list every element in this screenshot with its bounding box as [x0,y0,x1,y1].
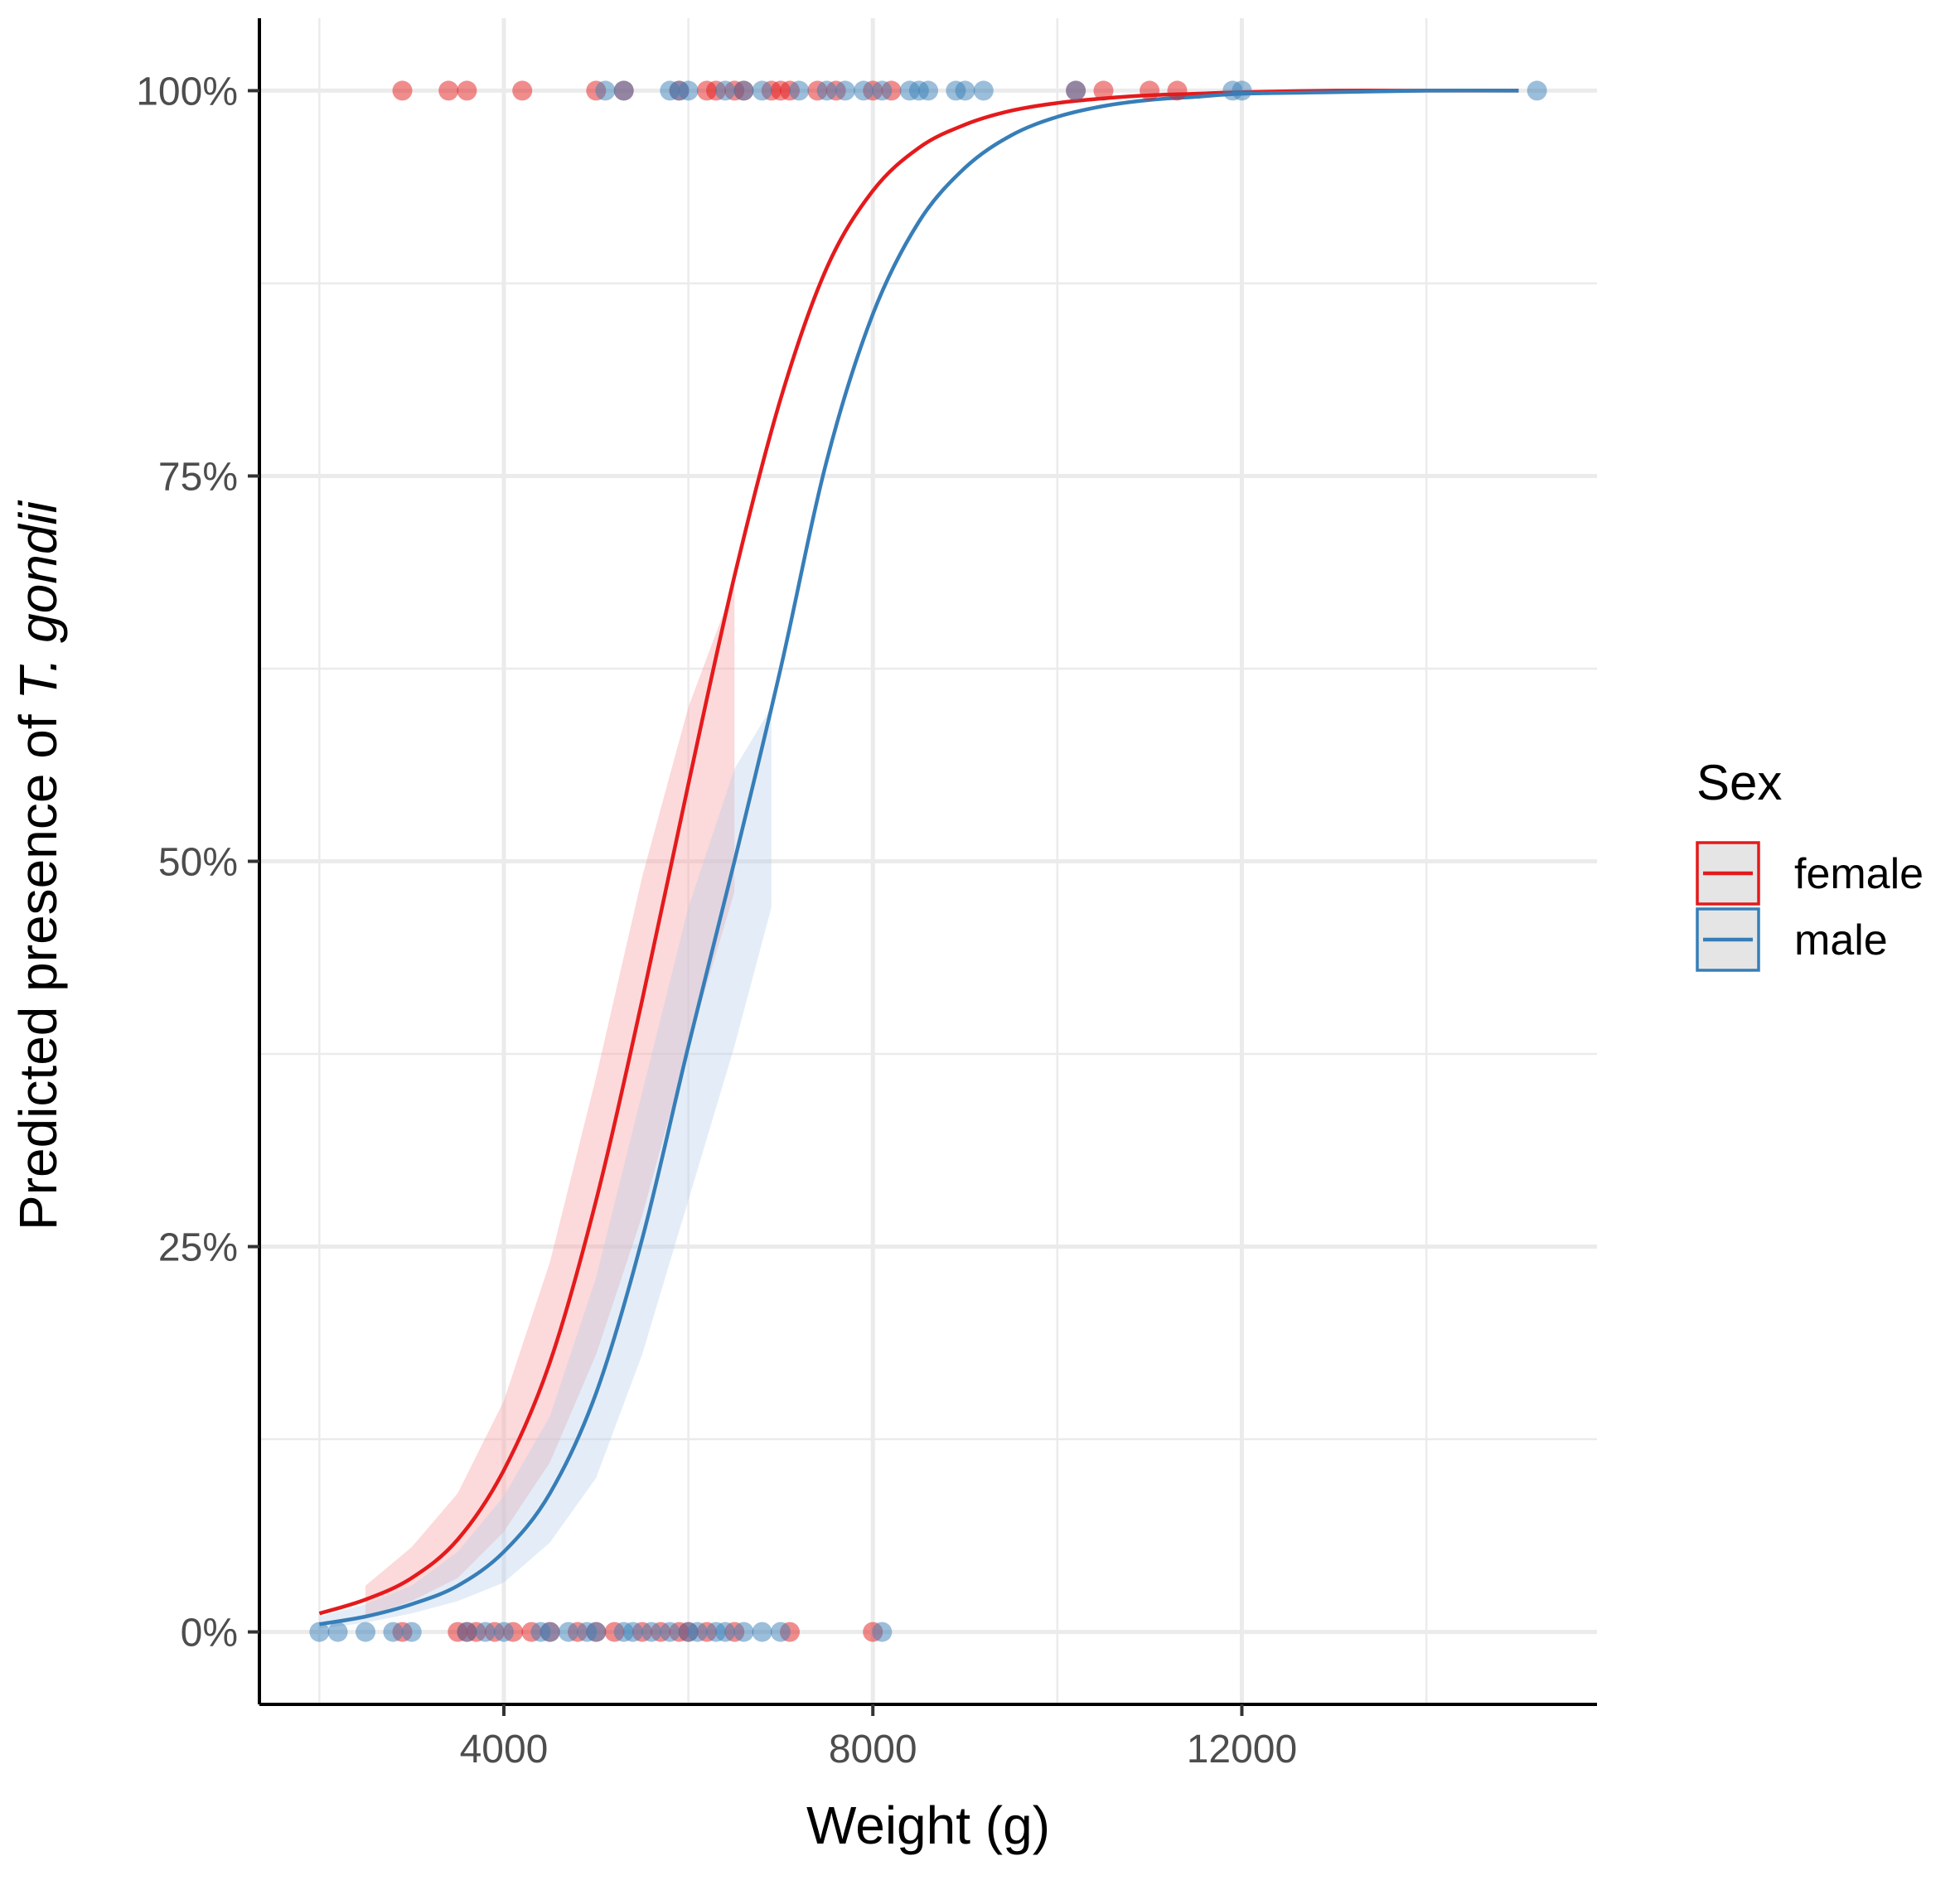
point-layer [309,80,1547,1642]
male-data-point [383,1622,404,1642]
x-tick-label: 12000 [1187,1728,1297,1771]
male-data-point [835,80,855,101]
male-data-point [789,80,810,101]
y-tick-label: 25% [158,1226,238,1270]
male-data-point [494,1622,514,1642]
female-data-point [392,80,413,101]
male-data-point [401,1622,422,1642]
ribbon-layer [319,583,772,1629]
legend-label-female: female [1794,850,1924,898]
male-fitted-line [319,89,1519,1626]
legend-label-male: male [1794,916,1888,964]
male-data-point [687,1622,708,1642]
legend-title: Sex [1696,755,1782,810]
male-data-point [733,1622,754,1642]
y-tick-label: 75% [158,455,238,499]
male-data-point [327,1622,348,1642]
female-ci-ribbon [365,583,735,1617]
axis-layer: 4000 8000 12000 0% 25% 50% 75% 100% [136,18,1597,1771]
female-data-point [1140,80,1160,101]
male-data-point [1527,80,1547,101]
male-data-point [1232,80,1252,101]
male-data-point [733,80,754,101]
y-axis-title-prefix: Predicted presence of [8,700,68,1230]
male-data-point [586,1622,607,1642]
male-data-point [752,80,772,101]
x-axis-title: Weight (g) [806,1796,1050,1855]
female-data-point [457,80,477,101]
male-ci-ribbon [319,707,772,1629]
female-data-point [512,80,533,101]
x-tick-label: 8000 [829,1728,917,1771]
male-data-point [770,1622,791,1642]
male-data-point [973,80,994,101]
y-tick-label: 100% [136,70,238,114]
male-data-point [540,1622,560,1642]
male-data-point [622,1622,643,1642]
male-data-point [678,80,699,101]
male-data-point [872,80,893,101]
male-data-point [715,1622,736,1642]
x-tick-label: 4000 [460,1728,549,1771]
y-axis-title: Predicted presence of T. gondii [8,500,68,1230]
male-data-point [752,1622,772,1642]
male-data-point [715,80,736,101]
male-data-point [309,1622,330,1642]
male-data-point [613,80,634,101]
female-data-point [1167,80,1188,101]
y-tick-label: 0% [181,1612,238,1655]
male-data-point [660,1622,680,1642]
female-data-point [438,80,459,101]
male-data-point [356,1622,375,1642]
male-data-point [595,80,616,101]
y-axis-title-species: T. gondii [8,500,68,699]
male-data-point [854,80,874,101]
male-data-point [872,1622,893,1642]
male-data-point [641,1622,662,1642]
male-data-point [918,80,938,101]
male-data-point [558,1622,578,1642]
female-data-point [1093,80,1114,101]
line-layer [318,89,1519,1626]
legend-entries: female male [1696,841,1924,972]
male-data-point [955,80,975,101]
legend: Sex female male [1696,755,1924,972]
y-tick-label: 50% [158,841,238,885]
male-data-point [475,1622,496,1642]
male-data-point [457,1622,477,1642]
male-data-point [1066,80,1086,101]
male-data-point [816,80,837,101]
female-fitted-line [318,89,1519,1616]
